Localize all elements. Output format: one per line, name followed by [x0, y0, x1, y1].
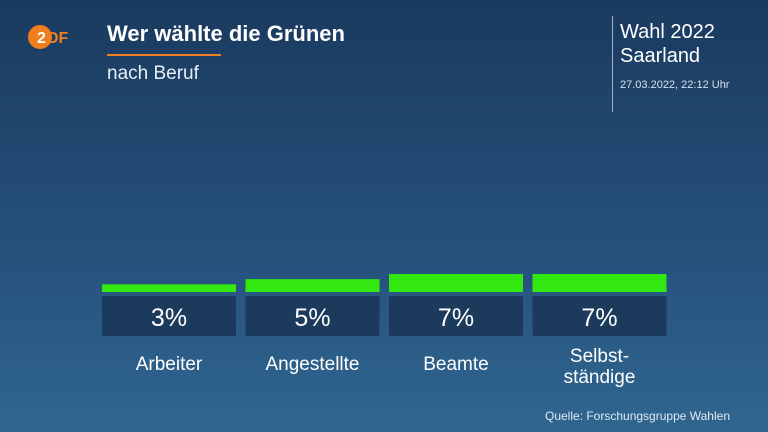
category-label: Beamte — [423, 354, 488, 375]
header-divider — [612, 16, 613, 112]
chart-subtitle: nach Beruf — [107, 63, 199, 84]
category-label: Arbeiter — [136, 354, 203, 375]
bar — [389, 274, 523, 292]
election-region: Saarland — [620, 45, 701, 67]
data-label: 5% — [294, 304, 330, 332]
bar — [102, 284, 236, 292]
election-name: Wahl 2022 — [620, 21, 715, 43]
election-label: Wahl 2022 Saarland — [620, 20, 715, 68]
svg-text:DF: DF — [47, 30, 69, 47]
bar — [245, 279, 380, 292]
title-underline — [107, 54, 221, 56]
category-label: Angestellte — [265, 354, 359, 375]
category-label: ständige — [564, 367, 636, 388]
value-label-box — [389, 296, 523, 336]
timestamp: 27.03.2022, 22:12 Uhr — [620, 79, 730, 91]
zdf-logo-icon: 2 DF — [28, 25, 69, 49]
svg-text:2: 2 — [37, 30, 46, 47]
chart-title: Wer wählte die Grünen — [107, 21, 345, 46]
source-note: Quelle: Forschungsgruppe Wahlen — [545, 409, 730, 423]
value-label-box — [245, 296, 380, 336]
data-label: 7% — [438, 304, 474, 332]
data-label: 7% — [581, 304, 617, 332]
value-label-box — [102, 296, 236, 336]
category-label: Selbst- — [570, 346, 629, 367]
bar — [532, 274, 667, 292]
data-label: 3% — [151, 304, 187, 332]
value-label-box — [532, 296, 667, 336]
